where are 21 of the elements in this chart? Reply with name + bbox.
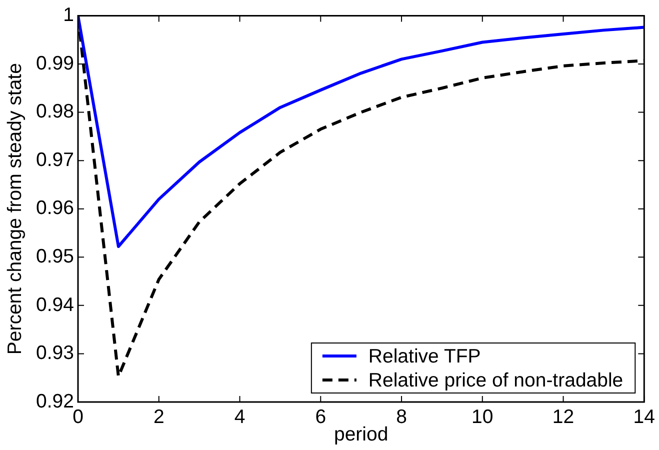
y-tick-label: 0.98 <box>36 100 74 123</box>
x-tick-label: 6 <box>315 406 326 428</box>
y-tick-label: 0.96 <box>36 197 74 220</box>
y-tick-label: 0.94 <box>36 294 74 316</box>
x-tick-label: 10 <box>472 406 494 428</box>
y-tick-label: 0.95 <box>36 246 74 268</box>
legend-label: Relative TFP <box>368 345 481 368</box>
x-tick-label: 4 <box>234 406 246 428</box>
y-axis-title: Percent change from steady state <box>4 63 26 355</box>
x-tick-label: 0 <box>72 406 84 428</box>
x-tick-label: 8 <box>396 406 407 428</box>
y-tick-label: 1 <box>63 4 74 26</box>
y-tick-label: 0.93 <box>36 342 74 364</box>
x-tick-label: 12 <box>552 406 574 428</box>
y-tick-label: 0.92 <box>36 390 74 412</box>
legend-label: Relative price of non-tradable <box>368 369 624 392</box>
x-tick-label: 14 <box>633 406 656 428</box>
y-tick-label: 0.99 <box>36 52 74 74</box>
x-axis-title: period <box>334 424 388 446</box>
y-tick-label: 0.97 <box>36 148 74 171</box>
x-tick-label: 2 <box>153 406 164 428</box>
